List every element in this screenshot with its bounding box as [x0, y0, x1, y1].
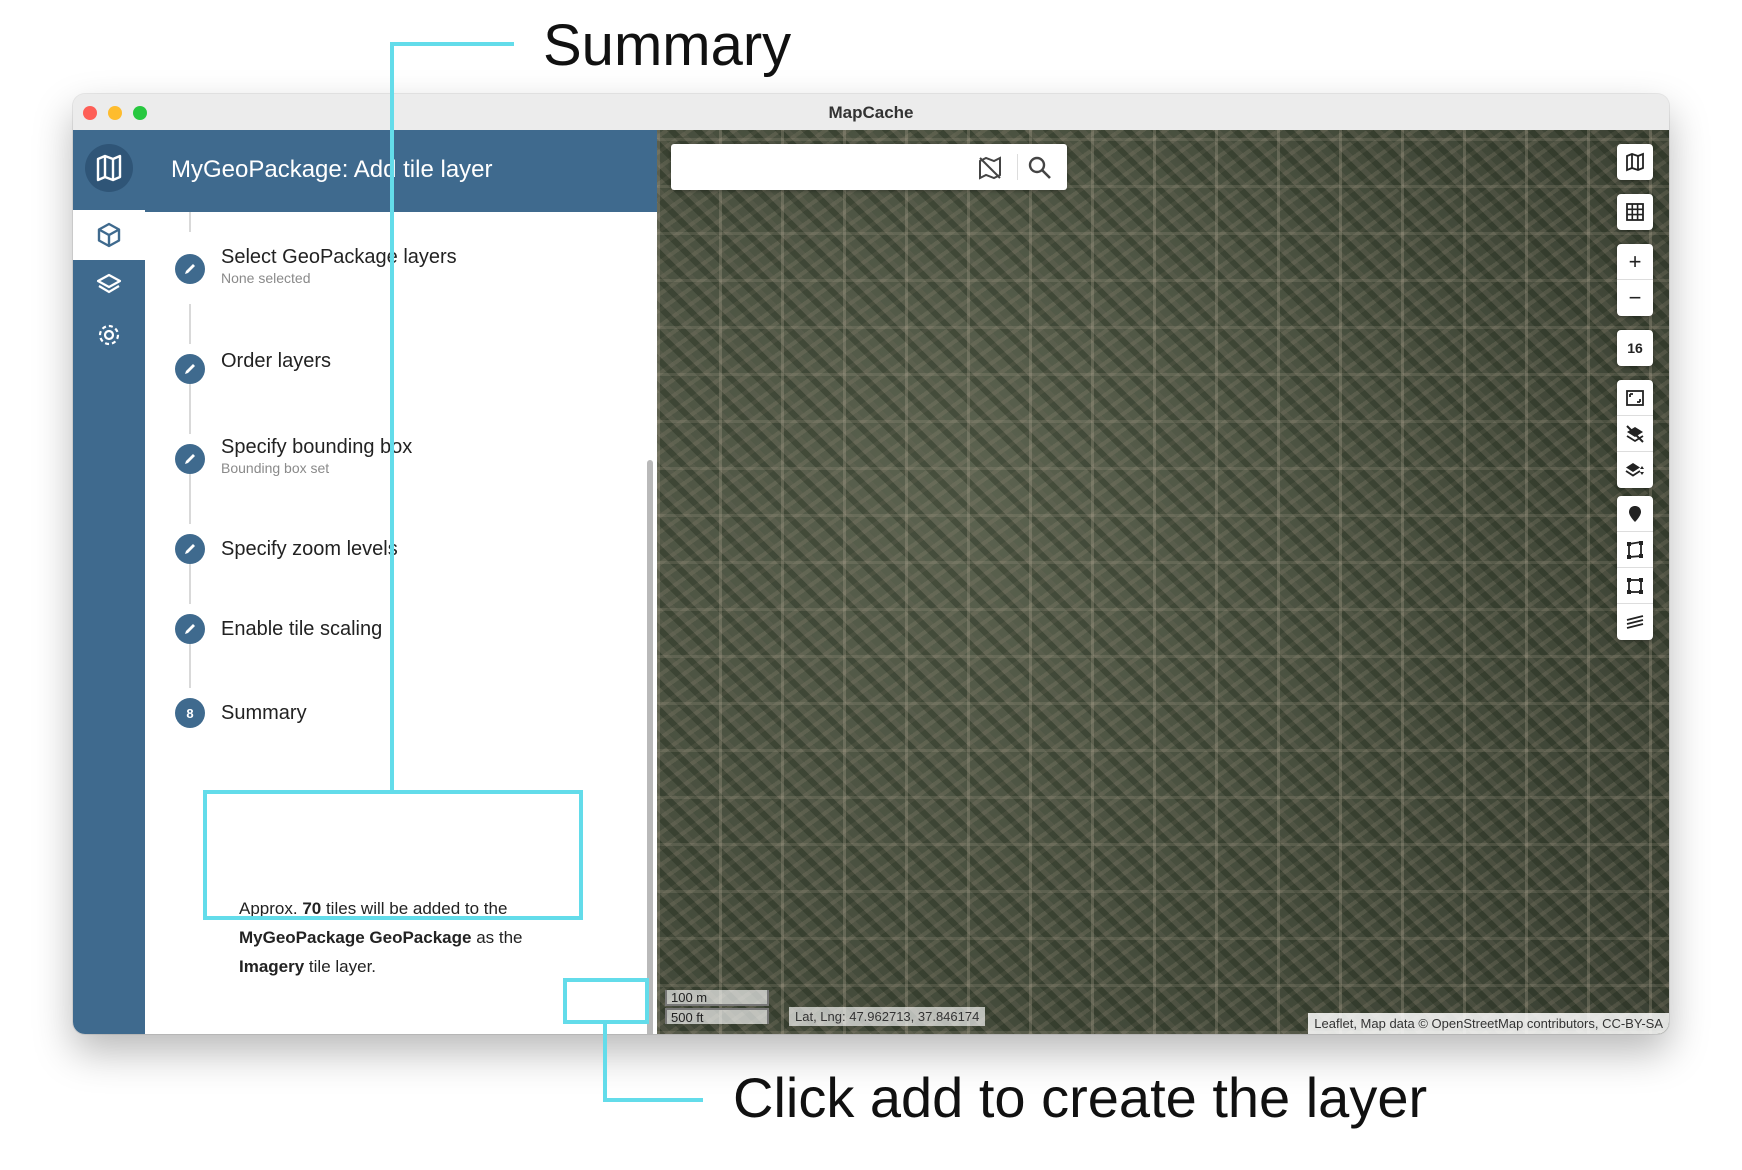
step-order-layers[interactable]: Order layers — [221, 350, 332, 372]
grid-control — [1617, 194, 1653, 230]
scale-metric: 100 m — [665, 990, 769, 1006]
app-window: MapCache — [73, 94, 1669, 1034]
tile-count: 70 — [302, 898, 322, 918]
panel-title: MyGeoPackage: Add tile layer — [171, 156, 493, 183]
step-tile-scaling[interactable]: Enable tile scaling — [221, 618, 383, 640]
polygon-icon[interactable] — [1617, 532, 1653, 568]
add-tile-layer-panel: MyGeoPackage: Add tile layer Select GeoP… — [145, 130, 658, 1034]
step-bounding-box-status: Bounding box set — [221, 460, 330, 476]
step-zoom-levels[interactable]: Specify zoom levels — [221, 538, 398, 560]
layer-tools-control — [1617, 380, 1653, 488]
pencil-icon[interactable] — [175, 354, 205, 384]
fit-bounds-icon[interactable] — [1617, 380, 1653, 416]
panel-scrollbar[interactable] — [647, 460, 653, 1034]
satellite-imagery — [657, 130, 1669, 1034]
step-connector — [189, 474, 191, 524]
rail-settings-gear-icon[interactable] — [73, 310, 145, 360]
title-bar: MapCache — [73, 94, 1669, 131]
zoom-in-button[interactable]: + — [1617, 244, 1653, 280]
stepper: Select GeoPackage layers None selected O… — [145, 212, 657, 892]
layers-off-icon[interactable] — [1617, 416, 1653, 452]
window-title: MapCache — [828, 103, 914, 122]
callout-leader-line — [603, 1022, 607, 1102]
minimize-window-button[interactable] — [108, 106, 122, 120]
latlng-readout: Lat, Lng: 47.962713, 37.846174 — [789, 1007, 986, 1026]
zoom-level: 16 — [1627, 340, 1643, 356]
step-connector — [189, 564, 191, 604]
grid-icon[interactable] — [1617, 194, 1653, 230]
step-connector — [189, 212, 191, 232]
callout-summary: Summary — [543, 13, 792, 78]
pencil-icon[interactable] — [175, 534, 205, 564]
basemap-control — [1617, 144, 1653, 180]
maximize-window-button[interactable] — [133, 106, 147, 120]
step-number-badge: 8 — [175, 698, 205, 728]
rail-geopackage-icon[interactable] — [73, 210, 145, 260]
step-connector — [189, 644, 191, 688]
nav-rail — [73, 130, 145, 1034]
pencil-icon[interactable] — [175, 444, 205, 474]
panel-header: MyGeoPackage: Add tile layer — [145, 130, 657, 212]
step-summary: Summary — [221, 702, 307, 724]
step-select-layers-status: None selected — [221, 270, 311, 286]
callout-leader-line — [390, 42, 514, 46]
layer-order-icon[interactable] — [1617, 452, 1653, 488]
map-off-icon[interactable] — [977, 155, 1003, 181]
callout-leader-line — [603, 1098, 703, 1102]
step-connector — [189, 304, 191, 344]
search-input[interactable] — [681, 152, 965, 184]
map-attribution[interactable]: Leaflet, Map data © OpenStreetMap contri… — [1308, 1013, 1669, 1034]
map-view[interactable]: + − 16 — [657, 130, 1669, 1034]
draw-tools-control — [1617, 496, 1653, 640]
rail-layers-icon[interactable] — [73, 260, 145, 310]
geopackage-name: MyGeoPackage GeoPackage — [239, 927, 472, 947]
callout-leader-line — [390, 42, 394, 794]
rectangle-icon[interactable] — [1617, 568, 1653, 604]
map-search-bar — [671, 144, 1067, 190]
summary-content: Approx. 70 tiles will be added to the My… — [209, 842, 589, 1032]
layer-name: Imagery — [239, 956, 305, 976]
zoom-control: + − — [1617, 244, 1653, 316]
polyline-icon[interactable] — [1617, 604, 1653, 640]
zoom-out-button[interactable]: − — [1628, 285, 1642, 310]
basemap-map-icon[interactable] — [1617, 144, 1653, 180]
pencil-icon[interactable] — [175, 614, 205, 644]
pencil-icon[interactable] — [175, 254, 205, 284]
step-select-layers[interactable]: Select GeoPackage layers — [221, 246, 457, 268]
search-divider — [1017, 154, 1018, 180]
callout-add: Click add to create the layer — [733, 1066, 1428, 1129]
step-bounding-box[interactable]: Specify bounding box — [221, 436, 413, 458]
scale-bar: 100 m 500 ft — [665, 990, 769, 1024]
mapcache-logo-icon[interactable] — [85, 144, 133, 192]
close-window-button[interactable] — [83, 106, 97, 120]
step-number: 8 — [186, 705, 194, 721]
marker-icon[interactable] — [1617, 496, 1653, 532]
summary-text: Approx. 70 tiles will be added to the My… — [239, 898, 523, 976]
search-icon[interactable] — [1027, 155, 1053, 181]
step-connector — [189, 384, 191, 434]
zoom-level-display: 16 — [1617, 330, 1653, 366]
scale-imperial: 500 ft — [665, 1008, 769, 1024]
